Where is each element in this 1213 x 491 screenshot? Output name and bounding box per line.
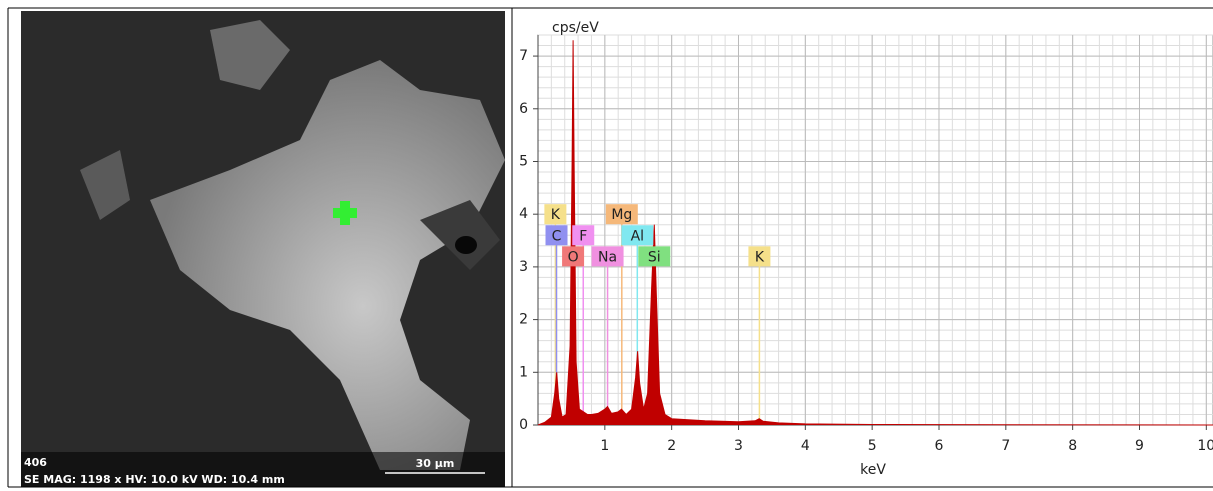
image-id: 406 xyxy=(24,456,47,469)
y-tick-label: 7 xyxy=(519,48,528,64)
probe-cross xyxy=(333,201,357,225)
label-box xyxy=(544,204,567,225)
element-label: Na xyxy=(591,246,624,267)
label-text: K xyxy=(755,249,765,265)
y-tick-label: 1 xyxy=(519,364,528,380)
label-box xyxy=(748,246,771,267)
label-box xyxy=(545,225,568,246)
bright-region xyxy=(150,60,505,470)
label-text: Al xyxy=(631,228,644,244)
element-label: C xyxy=(545,225,568,246)
label-box xyxy=(572,225,595,246)
label-text: Na xyxy=(598,249,617,265)
y-tick-label: 4 xyxy=(519,206,528,222)
element-label: K xyxy=(748,246,771,267)
info-bar xyxy=(21,452,505,487)
x-tick-label: 8 xyxy=(1068,438,1077,454)
label-box xyxy=(605,204,638,225)
x-tick-label: 6 xyxy=(935,438,944,454)
sem-image: 406 SE MAG: 1198 x HV: 10.0 kV WD: 10.4 … xyxy=(21,11,505,487)
x-tick-label: 10 xyxy=(1197,438,1213,454)
spectrum-area xyxy=(537,40,1213,426)
x-tick-label: 4 xyxy=(801,438,810,454)
y-tick-label: 3 xyxy=(519,259,528,275)
scale-label: 30 µm xyxy=(416,457,455,470)
element-label: Al xyxy=(621,225,654,246)
x-axis-label: keV xyxy=(860,462,886,478)
element-label: K xyxy=(544,204,567,225)
label-text: Si xyxy=(648,249,661,265)
x-tick-label: 3 xyxy=(734,438,743,454)
label-text: O xyxy=(568,249,579,265)
x-tick-label: 2 xyxy=(667,438,676,454)
element-label: F xyxy=(572,225,595,246)
label-box xyxy=(591,246,624,267)
grain xyxy=(420,200,500,270)
y-tick-label: 2 xyxy=(519,312,528,328)
label-text: C xyxy=(552,228,562,244)
y-tick-label: 0 xyxy=(519,417,528,433)
label-text: Mg xyxy=(611,207,632,223)
label-box xyxy=(638,246,671,267)
x-tick-label: 1 xyxy=(600,438,609,454)
frame xyxy=(7,7,1213,488)
x-tick-label: 9 xyxy=(1135,438,1144,454)
grain xyxy=(210,20,290,90)
element-label: O xyxy=(562,246,585,267)
label-text: F xyxy=(579,228,587,244)
grain xyxy=(80,150,130,220)
y-axis-label: cps/eV xyxy=(552,20,599,36)
y-tick-label: 5 xyxy=(519,153,528,169)
image-info: SE MAG: 1198 x HV: 10.0 kV WD: 10.4 mm xyxy=(24,473,285,486)
y-tick-label: 6 xyxy=(519,101,528,117)
label-box xyxy=(562,246,585,267)
x-tick-label: 5 xyxy=(868,438,877,454)
label-text: K xyxy=(551,207,561,223)
x-tick-label: 7 xyxy=(1001,438,1010,454)
element-label: Mg xyxy=(605,204,638,225)
pore xyxy=(455,236,477,254)
element-label: Si xyxy=(638,246,671,267)
label-box xyxy=(621,225,654,246)
